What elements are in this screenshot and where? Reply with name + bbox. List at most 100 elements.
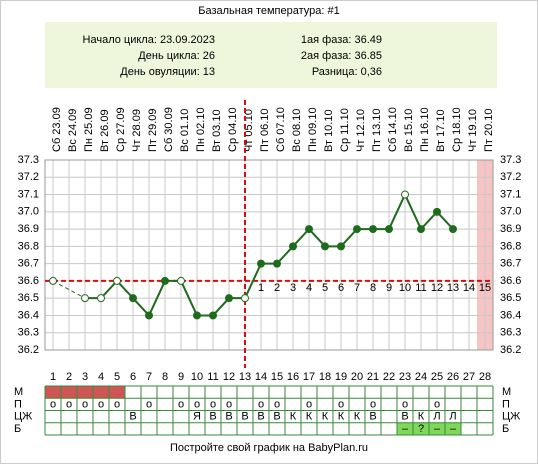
info-text: 2ая фаза: 36.85 [301, 50, 382, 62]
row-label: П [14, 398, 22, 410]
day-number: 10 [191, 371, 203, 383]
temperature-point [321, 242, 329, 251]
date-label: Пн 25.09 [83, 107, 95, 152]
phase2-count: 15 [479, 282, 491, 294]
row-cell: о [66, 398, 72, 410]
row-label: М [502, 386, 511, 398]
row-cell: о [50, 398, 56, 410]
day-number: 17 [303, 371, 315, 383]
temperature-point [113, 276, 121, 285]
y-tick-label: 37.1 [500, 188, 521, 200]
date-label: Пт 06.10 [259, 108, 271, 152]
row-cell: о [434, 398, 440, 410]
temperature-point [161, 276, 169, 285]
row-cell: В [401, 411, 408, 423]
phase2-count: 4 [306, 282, 312, 294]
date-label: Сб 30.09 [163, 107, 175, 152]
row-cell: – [450, 423, 457, 435]
row-cell: К [354, 411, 361, 423]
date-label: Вт 17.10 [435, 109, 447, 152]
menstruation-cell [77, 386, 93, 399]
menstruation-cell [93, 386, 109, 399]
date-label: Вт 03.10 [211, 109, 223, 152]
y-tick-label: 36.9 [18, 223, 39, 235]
y-tick-label: 36.4 [500, 309, 521, 321]
y-tick-label: 37.2 [500, 171, 521, 183]
y-tick-label: 36.6 [500, 275, 521, 287]
b-cell [445, 422, 461, 435]
phase2-count: 5 [322, 282, 328, 294]
day-number: 23 [399, 371, 411, 383]
y-tick-label: 37.1 [18, 188, 39, 200]
temperature-point [177, 276, 185, 285]
temperature-point [257, 259, 265, 268]
y-tick-label: 37.0 [18, 206, 39, 218]
date-label: Пн 16.10 [419, 107, 431, 152]
day-number: 9 [178, 371, 184, 383]
y-tick-label: 36.5 [18, 292, 39, 304]
date-label: Пн 09.10 [307, 107, 319, 152]
day-number: 12 [223, 371, 235, 383]
plot-frame [44, 159, 494, 351]
day-number: 5 [114, 371, 120, 383]
date-label: Ср 18.10 [451, 107, 463, 152]
row-cell: о [274, 398, 280, 410]
day-number: 7 [146, 371, 152, 383]
y-tick-label: 36.8 [18, 240, 39, 252]
row-label: ЦЖ [14, 411, 32, 423]
y-tick-label: 36.2 [500, 344, 521, 356]
day-number: 16 [287, 371, 299, 383]
row-cell: Л [449, 411, 456, 423]
day-number: 4 [98, 371, 104, 383]
phase2-count: 1 [258, 282, 264, 294]
date-label: Вс 15.10 [403, 109, 415, 152]
y-tick-label: 36.8 [500, 240, 521, 252]
row-cell: – [434, 423, 441, 435]
temperature-point [273, 259, 281, 268]
row-cell: В [209, 411, 216, 423]
row-cell: К [290, 411, 297, 423]
date-label: Пт 13.10 [371, 108, 383, 152]
day-number: 13 [239, 371, 251, 383]
date-label: Сб 23.09 [51, 107, 63, 152]
y-tick-label: 37.3 [500, 154, 521, 166]
day-number: 2 [66, 371, 72, 383]
row-cell: В [241, 411, 248, 423]
b-cell [429, 422, 445, 435]
row-cell: о [402, 398, 408, 410]
row-cell: о [114, 398, 120, 410]
day-number: 14 [255, 371, 267, 383]
info-text: Разница: 0,36 [312, 66, 382, 78]
row-cell: Л [433, 411, 440, 423]
phase2-count: 14 [463, 282, 475, 294]
info-box [45, 22, 497, 88]
date-label: Чт 12.10 [355, 109, 367, 152]
temperature-point [225, 294, 233, 303]
row-label: ЦЖ [502, 411, 520, 423]
day-number: 28 [479, 371, 491, 383]
row-label: М [14, 386, 23, 398]
phase2-count: 7 [354, 282, 360, 294]
row-cell: о [258, 398, 264, 410]
row-cell: В [369, 411, 376, 423]
y-tick-label: 36.6 [18, 275, 39, 287]
date-label: Вс 08.10 [291, 109, 303, 152]
y-tick-label: 37.3 [18, 154, 39, 166]
day-number: 22 [383, 371, 395, 383]
temperature-point [353, 225, 361, 234]
menstruation-cell [45, 386, 61, 399]
b-cell [397, 422, 413, 435]
row-cell: К [418, 411, 425, 423]
info-text: День овуляции: 13 [120, 66, 215, 78]
temperature-point [449, 225, 457, 234]
y-tick-label: 36.5 [500, 292, 521, 304]
temperature-point [129, 294, 137, 303]
date-label: Чт 19.10 [467, 109, 479, 152]
row-cell: о [338, 398, 344, 410]
row-cell: о [194, 398, 200, 410]
date-label: Вс 24.09 [67, 109, 79, 152]
temperature-point [433, 207, 441, 216]
phase2-count: 12 [431, 282, 443, 294]
date-label: Ср 27.09 [115, 107, 127, 152]
y-tick-label: 37.2 [18, 171, 39, 183]
